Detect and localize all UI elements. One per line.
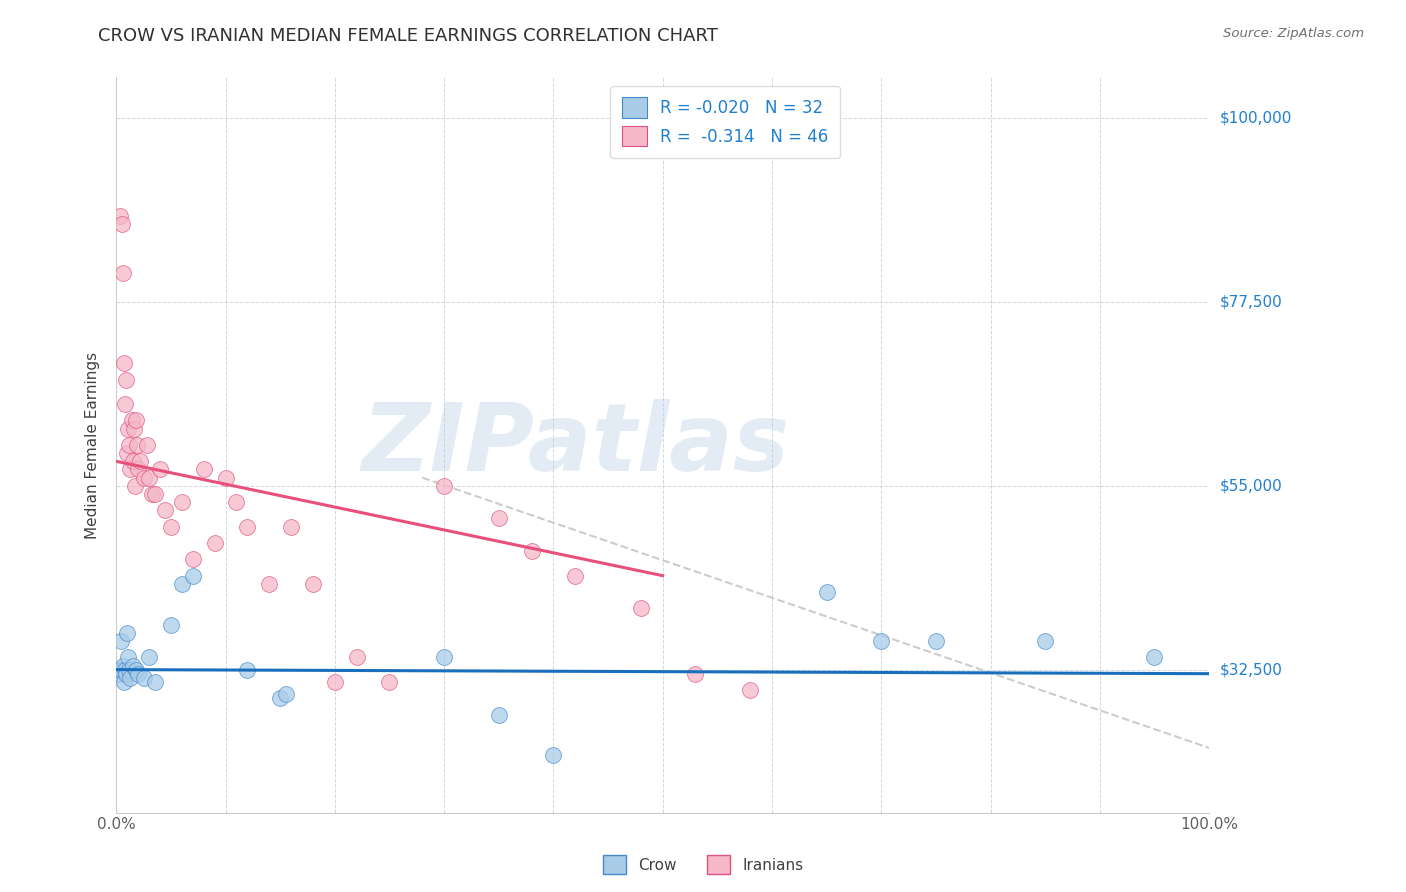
Text: $77,500: $77,500 — [1220, 294, 1282, 310]
Point — [111, 218, 134, 232]
Point — [160, 519, 183, 533]
Point — [111, 658, 134, 673]
Text: $32,500: $32,500 — [1220, 662, 1284, 677]
Point — [121, 658, 143, 673]
Point — [111, 663, 134, 677]
Point — [138, 470, 160, 484]
Point — [121, 413, 143, 427]
Point — [125, 438, 148, 452]
Point — [925, 634, 948, 648]
Point — [193, 462, 215, 476]
Point — [138, 650, 160, 665]
Point — [149, 462, 172, 476]
Point — [488, 511, 510, 525]
Point — [120, 671, 142, 685]
Point — [204, 536, 226, 550]
Text: ZIPatlas: ZIPatlas — [361, 399, 789, 491]
Point — [108, 663, 131, 677]
Point — [118, 663, 141, 677]
Point — [214, 470, 236, 484]
Point — [259, 577, 281, 591]
Point — [1143, 650, 1166, 665]
Point — [141, 487, 163, 501]
Point — [132, 470, 155, 484]
Point — [181, 552, 204, 566]
Point — [115, 446, 138, 460]
Point — [114, 663, 136, 677]
Point — [280, 519, 302, 533]
Point — [160, 617, 183, 632]
Point — [107, 666, 129, 681]
Point — [108, 209, 131, 223]
Point — [115, 373, 138, 387]
Point — [740, 683, 762, 698]
Point — [433, 479, 456, 493]
Point — [543, 748, 565, 763]
Point — [269, 691, 291, 706]
Text: CROW VS IRANIAN MEDIAN FEMALE EARNINGS CORRELATION CHART: CROW VS IRANIAN MEDIAN FEMALE EARNINGS C… — [98, 27, 718, 45]
Point — [236, 663, 259, 677]
Y-axis label: Median Female Earnings: Median Female Earnings — [86, 351, 100, 539]
Point — [433, 650, 456, 665]
Point — [118, 438, 141, 452]
Point — [127, 462, 149, 476]
Point — [114, 397, 136, 411]
Point — [488, 707, 510, 722]
Text: Source: ZipAtlas.com: Source: ZipAtlas.com — [1223, 27, 1364, 40]
Legend: R = -0.020   N = 32, R =  -0.314   N = 46: R = -0.020 N = 32, R = -0.314 N = 46 — [610, 86, 841, 158]
Point — [236, 519, 259, 533]
Point — [685, 666, 707, 681]
Point — [111, 267, 134, 281]
Text: $100,000: $100,000 — [1220, 111, 1292, 126]
Point — [125, 413, 148, 427]
Point — [1033, 634, 1056, 648]
Point — [132, 671, 155, 685]
Point — [117, 422, 139, 436]
Point — [110, 634, 132, 648]
Point — [170, 495, 193, 509]
Point — [135, 438, 157, 452]
Point — [870, 634, 893, 648]
Point — [121, 454, 143, 468]
Point — [225, 495, 247, 509]
Point — [143, 487, 166, 501]
Point — [112, 674, 135, 689]
Point — [274, 687, 297, 701]
Point — [520, 544, 543, 558]
Point — [815, 585, 838, 599]
Point — [115, 625, 138, 640]
Point — [155, 503, 177, 517]
Point — [630, 601, 652, 615]
Point — [120, 462, 142, 476]
Text: $55,000: $55,000 — [1220, 478, 1282, 493]
Point — [122, 422, 145, 436]
Point — [143, 674, 166, 689]
Point — [117, 650, 139, 665]
Point — [302, 577, 325, 591]
Point — [115, 666, 138, 681]
Point — [378, 674, 401, 689]
Point — [127, 666, 149, 681]
Point — [129, 454, 152, 468]
Point — [346, 650, 368, 665]
Point — [323, 674, 346, 689]
Point — [112, 356, 135, 370]
Point — [125, 663, 148, 677]
Legend: Crow, Iranians: Crow, Iranians — [596, 849, 810, 880]
Point — [124, 479, 146, 493]
Point — [564, 568, 586, 582]
Point — [170, 577, 193, 591]
Point — [181, 568, 204, 582]
